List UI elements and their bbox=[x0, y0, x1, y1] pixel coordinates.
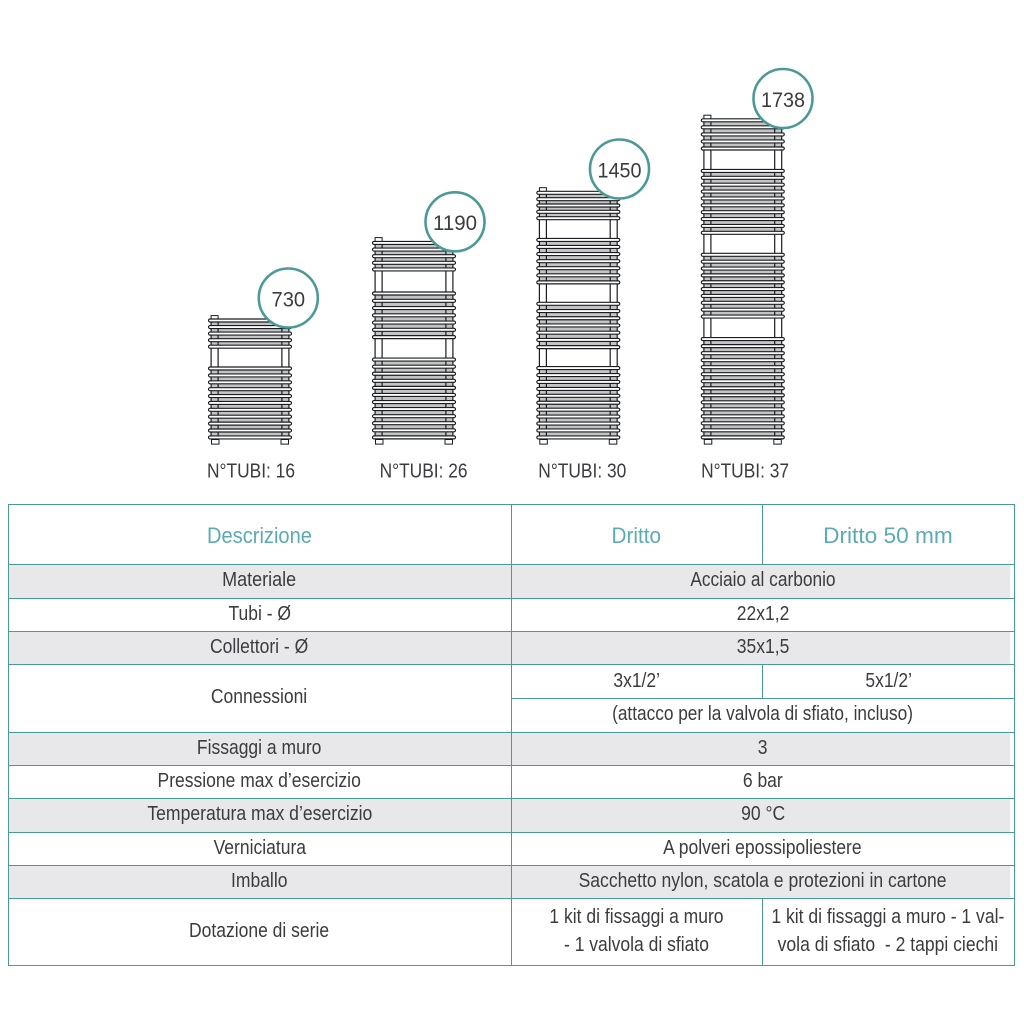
svg-text:730: 730 bbox=[272, 288, 306, 311]
svg-text:N°TUBI: 16: N°TUBI: 16 bbox=[207, 460, 295, 483]
svg-text:1738: 1738 bbox=[761, 89, 805, 112]
svg-text:N°TUBI: 30: N°TUBI: 30 bbox=[538, 460, 626, 483]
svg-text:1450: 1450 bbox=[598, 159, 642, 182]
svg-text:N°TUBI: 37: N°TUBI: 37 bbox=[701, 460, 789, 483]
svg-text:N°TUBI: 26: N°TUBI: 26 bbox=[380, 460, 468, 483]
svg-text:1190: 1190 bbox=[433, 212, 477, 235]
